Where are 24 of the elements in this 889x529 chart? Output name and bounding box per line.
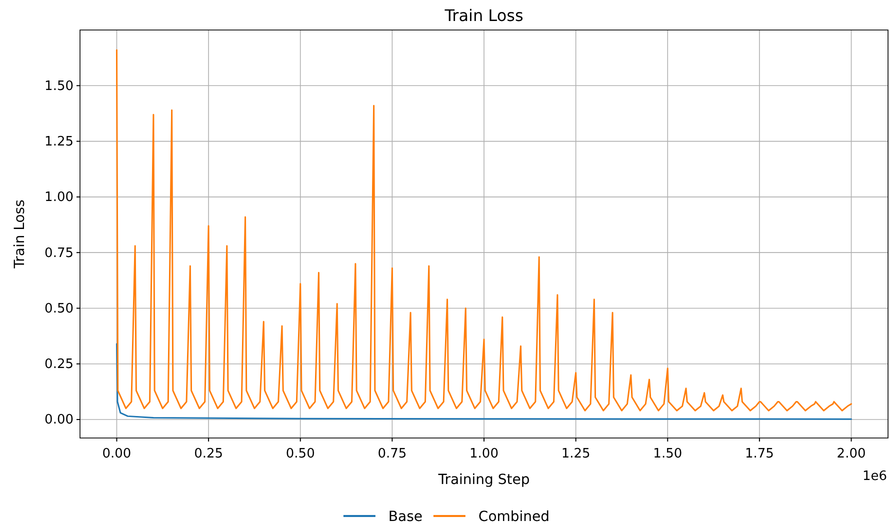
x-tick-label: 0.00 bbox=[102, 446, 132, 462]
x-axis-title: Training Step bbox=[437, 472, 530, 488]
y-tick-label: 1.50 bbox=[44, 78, 74, 94]
y-tick-label: 0.00 bbox=[44, 412, 74, 428]
y-tick-label: 0.50 bbox=[44, 301, 74, 316]
x-tick-label: 1.00 bbox=[470, 446, 498, 462]
x-tick-label: 2.00 bbox=[836, 446, 866, 462]
y-tick-label: 0.75 bbox=[44, 246, 74, 261]
text: 1e6 bbox=[862, 469, 887, 484]
x-tick-label: 0.75 bbox=[378, 446, 407, 462]
y-tick-label: 1.25 bbox=[44, 134, 74, 150]
y-tick-label: 0.25 bbox=[44, 357, 74, 372]
y-axis-title: Train Loss bbox=[12, 200, 28, 270]
y-tick-label: 1.00 bbox=[44, 190, 74, 206]
chart-title: Train Loss bbox=[444, 6, 524, 25]
x-tick-label: 0.50 bbox=[286, 446, 315, 462]
x-tick-label: 1.50 bbox=[653, 446, 682, 462]
x-tick-label: 0.25 bbox=[194, 446, 224, 462]
legend-label: Base bbox=[388, 509, 423, 525]
line-series bbox=[116, 343, 852, 420]
legend-label: Combined bbox=[478, 509, 550, 525]
line-series bbox=[116, 49, 852, 412]
x-tick-label: 1.75 bbox=[744, 446, 774, 462]
x-tick-label: 1.25 bbox=[561, 446, 590, 462]
